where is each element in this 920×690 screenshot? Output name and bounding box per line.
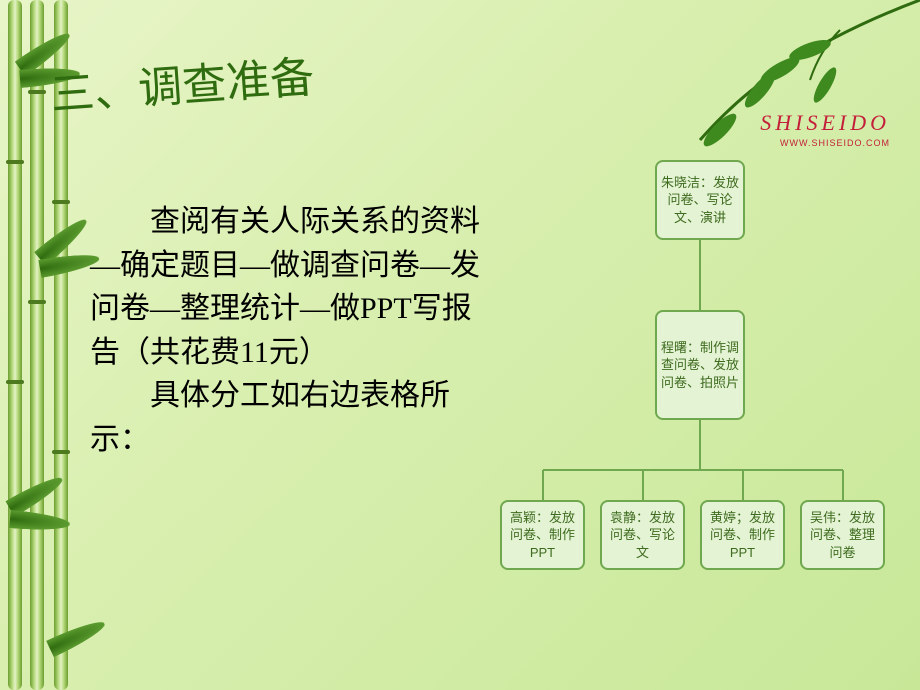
org-connector (742, 470, 744, 500)
body-paragraph-1: 查阅有关人际关系的资料—确定题目—做调查问卷—发问卷—整理统计—做PPT写报告（… (90, 200, 490, 374)
org-node-c3: 黄婷；发放问卷、制作PPT (700, 500, 785, 570)
org-connector (542, 470, 544, 500)
brand-mark: SHISEIDO WWW.SHISEIDO.COM (760, 110, 890, 148)
org-connector (642, 470, 644, 500)
slide-title: 三、调查准备 (48, 41, 316, 123)
org-connector (699, 420, 701, 470)
org-node-mid: 程曙：制作调查问卷、发放问卷、拍照片 (655, 310, 745, 420)
org-connector (842, 470, 844, 500)
brand-url: WWW.SHISEIDO.COM (760, 138, 890, 148)
body-text: 查阅有关人际关系的资料—确定题目—做调查问卷—发问卷—整理统计—做PPT写报告（… (90, 200, 490, 461)
org-chart: 朱晓洁：发放问卷、写论文、演讲程曙：制作调查问卷、发放问卷、拍照片高颖：发放问卷… (500, 160, 900, 620)
body-paragraph-2: 具体分工如右边表格所示： (90, 374, 490, 461)
brand-name: SHISEIDO (760, 110, 890, 136)
org-connector (543, 469, 843, 471)
org-node-c1: 高颖：发放问卷、制作PPT (500, 500, 585, 570)
org-node-root: 朱晓洁：发放问卷、写论文、演讲 (655, 160, 745, 240)
org-connector (699, 240, 701, 310)
org-node-c2: 袁静：发放问卷、写论文 (600, 500, 685, 570)
corner-branch-decoration (660, 0, 920, 170)
org-node-c4: 吴伟：发放问卷、整理问卷 (800, 500, 885, 570)
